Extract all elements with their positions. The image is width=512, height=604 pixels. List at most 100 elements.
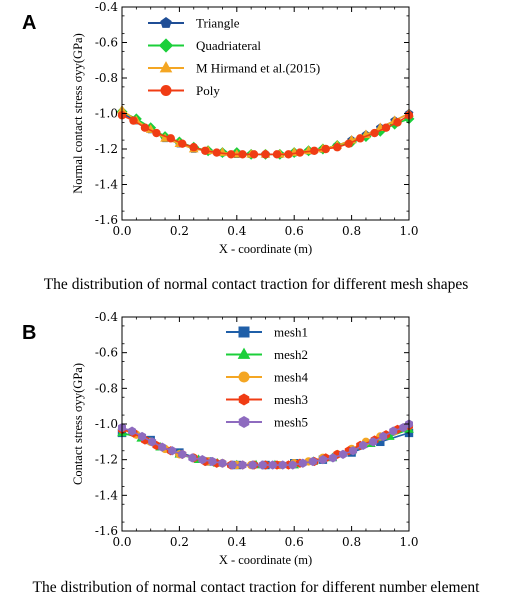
data-point-mesh5 [128, 426, 137, 436]
legend-item-mesh2: mesh2 [226, 347, 308, 362]
data-point-poly [129, 116, 138, 125]
x-tick-label: 1.0 [399, 224, 418, 238]
legend-label: mesh1 [274, 325, 308, 340]
legend: Triangle Quadriateral M Hirmand et al.(201… [148, 16, 320, 98]
data-point-mesh5 [158, 442, 167, 452]
data-point-poly [356, 134, 365, 143]
data-point-mesh5 [218, 458, 227, 468]
y-tick-label: -0.6 [95, 36, 118, 50]
series-poly [117, 111, 414, 159]
legend-marker [238, 415, 250, 429]
data-point-poly [310, 146, 319, 155]
data-point-mesh5 [328, 453, 337, 463]
x-tick-label: 1.0 [399, 535, 418, 549]
data-point-poly [321, 144, 330, 154]
legend-label: mesh5 [274, 415, 308, 430]
data-point-mesh5 [278, 460, 287, 470]
data-point-mesh5 [288, 460, 297, 470]
data-point-mesh1 [376, 437, 385, 447]
x-tick-label: 0.4 [227, 535, 246, 549]
data-point-poly [393, 118, 402, 127]
data-point-mesh5 [298, 458, 307, 468]
data-point-poly [272, 150, 282, 159]
data-point-poly [238, 150, 247, 159]
data-point-poly [140, 123, 150, 132]
data-point-mesh5 [308, 456, 317, 467]
legend-label: Poly [196, 83, 220, 98]
x-tick-label: 0.4 [227, 224, 246, 238]
y-tick-label: -1.6 [95, 213, 118, 227]
data-point-poly [261, 150, 270, 159]
data-point-poly [226, 150, 236, 159]
caption-a: The distribution of normal contact tract… [43, 276, 469, 293]
data-point-poly [178, 139, 187, 148]
data-point-mesh5 [238, 460, 247, 470]
data-point-poly [152, 128, 161, 138]
data-point-poly [212, 148, 221, 157]
y-tick-label: -1.6 [95, 524, 118, 538]
legend-marker [160, 85, 172, 96]
legend-marker [159, 61, 173, 73]
legend-item-m-hirmand-et-al-2015: M Hirmand et al.(2015) [148, 61, 320, 76]
x-tick-label: 0.0 [112, 535, 131, 549]
plot-frame [121, 316, 410, 532]
y-tick-label: -1.0 [95, 417, 118, 431]
legend: mesh1 mesh2 mesh4 mesh3 mesh5 [226, 325, 308, 430]
data-point-poly [284, 150, 293, 159]
data-point-mesh5 [338, 449, 347, 459]
legend-label: Quadriateral [196, 38, 261, 53]
data-point-mesh5 [268, 460, 277, 470]
x-tick-label: 0.8 [342, 224, 361, 238]
legend-item-mesh1: mesh1 [226, 325, 308, 340]
panel-letter-b: B [22, 322, 37, 344]
legend-item-mesh3: mesh3 [226, 392, 308, 407]
y-axis-title: Normal contact stress σyy(GPa) [71, 33, 85, 194]
x-tick-label: 0.0 [112, 224, 131, 238]
legend-label: mesh2 [274, 347, 308, 362]
x-axis-title: X - coordinate (m) [219, 242, 312, 256]
y-tick-label: -1.2 [95, 142, 118, 156]
chart-b: 0.0 0.2 0.4 0.6 0.8 1.0 -0.4 -0.6 -0.8 -1.0 -1.2 -1… [71, 310, 419, 567]
data-point-mesh5 [369, 437, 378, 447]
caption-b: The distribution of normal contact tract… [32, 579, 480, 596]
y-tick-label: -1.4 [95, 178, 119, 192]
data-point-mesh5 [258, 460, 267, 470]
data-point-mesh5 [349, 446, 358, 456]
y-tick-label: -1.0 [95, 107, 118, 121]
x-tick-label: 0.6 [285, 535, 304, 549]
data-point-poly [295, 148, 305, 157]
data-point-mesh5 [248, 460, 257, 470]
data-point-mesh5 [198, 455, 207, 465]
x-axis-title: X - coordinate (m) [219, 553, 312, 567]
series-m-hirmand-et-al-2015 [117, 104, 414, 158]
legend-marker [237, 347, 251, 359]
y-axis-title: Contact stress σyy(GPa) [71, 363, 85, 485]
y-tick-label: -0.6 [95, 346, 118, 360]
y-tick-label: -1.4 [95, 488, 119, 502]
y-tick-label: -0.8 [95, 71, 118, 85]
plot-area [117, 419, 414, 470]
legend-marker [238, 326, 250, 338]
data-point-poly [189, 143, 198, 152]
panel-letter-a: A [22, 12, 37, 34]
data-point-poly [333, 143, 342, 152]
data-point-mesh5 [148, 437, 157, 447]
y-tick-label: -0.4 [95, 310, 119, 324]
data-point-poly [370, 128, 379, 138]
x-tick-label: 0.2 [170, 535, 189, 549]
legend-item-mesh4: mesh4 [226, 370, 308, 385]
legend-item-quadriateral: Quadriateral [148, 38, 261, 53]
x-tick-label: 0.6 [285, 224, 304, 238]
legend-item-mesh5: mesh5 [226, 415, 308, 430]
data-point-poly [344, 139, 353, 148]
data-point-mesh5 [228, 460, 237, 470]
legend-item-triangle: Triangle [148, 16, 240, 31]
legend-label: mesh3 [274, 392, 308, 407]
legend-label: Triangle [196, 16, 240, 31]
y-tick-label: -0.4 [95, 0, 119, 14]
legend-marker [160, 16, 172, 28]
data-point-poly [249, 150, 259, 159]
chart-a: 0.0 0.2 0.4 0.6 0.8 1.0 -0.4 -0.6 -0.8 -1.0 -1.2 -1… [71, 0, 419, 256]
data-point-mesh5 [168, 446, 177, 456]
data-point-mesh5 [178, 449, 187, 459]
